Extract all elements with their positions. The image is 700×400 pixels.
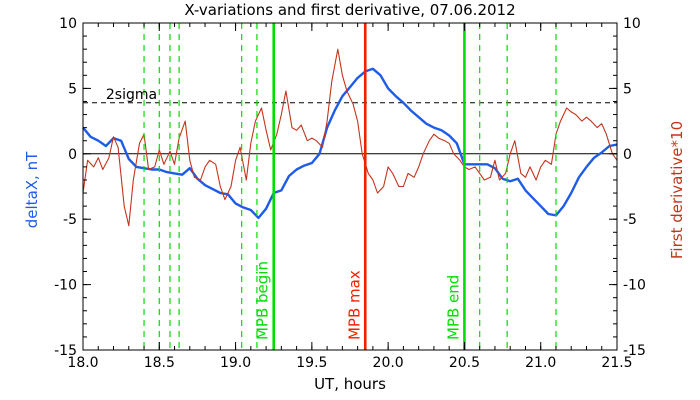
x-tick-label: 19.5 <box>296 355 327 371</box>
y-tick-label-right: 5 <box>623 81 632 97</box>
y-tick-label-left: 10 <box>59 16 77 32</box>
event-label-2: MPB end <box>444 275 462 340</box>
x-tick-label: 18.5 <box>144 355 175 371</box>
series-line-deltax <box>82 67 618 220</box>
y-tick-label-right: -5 <box>623 212 637 228</box>
series-line-derivative <box>82 48 618 227</box>
y-tick-label-left: -15 <box>54 343 77 359</box>
x-axis-title: UT, hours <box>314 375 386 393</box>
y-axis-title-right: First derivative*10 <box>668 121 686 259</box>
series-lines <box>82 48 618 227</box>
y-tick-label-right: -10 <box>623 278 646 294</box>
plot-frame <box>82 22 618 351</box>
x-tick-label: 21.0 <box>525 355 556 371</box>
y-tick-label-left: -10 <box>54 278 77 294</box>
y-tick-label-left: -5 <box>63 212 77 228</box>
chart-title: X-variations and first derivative, 07.06… <box>184 1 515 19</box>
y-tick-label-right: -15 <box>623 343 646 359</box>
y-tick-label-left: 0 <box>68 147 77 163</box>
event-label-0: MPB begin <box>254 261 272 340</box>
event-markers: MPB begin MPB max MPB end <box>143 23 557 350</box>
x-tick-label: 20.5 <box>449 355 480 371</box>
y-tick-label-left: 5 <box>68 81 77 97</box>
threshold-label: 2sigma <box>106 87 157 103</box>
x-tick-label: 21.5 <box>601 355 632 371</box>
x-tick-label: 19.0 <box>220 355 251 371</box>
y-tick-label-right: 0 <box>623 147 632 163</box>
x-tick-label: 18.0 <box>67 355 98 371</box>
y-axis-title-left: deltaX, nT <box>23 151 41 228</box>
y-tick-label-right: 10 <box>623 16 641 32</box>
reference-lines <box>83 102 617 155</box>
event-label-1: MPB max <box>345 270 363 340</box>
axes: 18.0 18.5 19.0 19.5 20.0 20.5 21.0 21.5 10 5 0 -5 -1… <box>54 16 646 371</box>
x-tick-label: 20.0 <box>373 355 404 371</box>
